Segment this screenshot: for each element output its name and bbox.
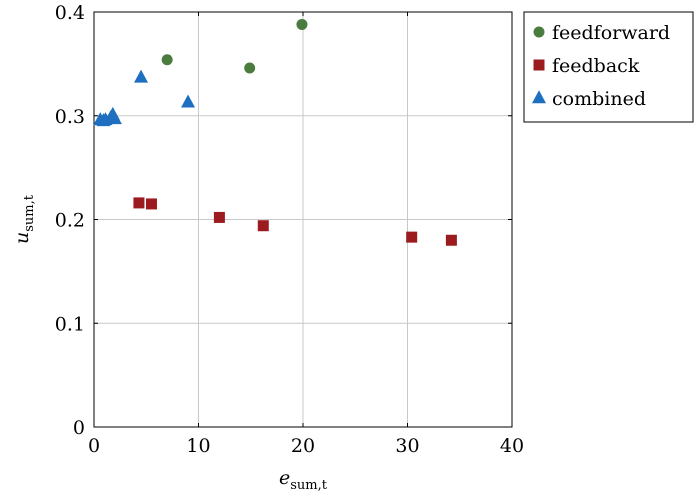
- legend-label-feedforward: feedforward: [552, 22, 670, 44]
- x-tick-label: 0: [88, 435, 100, 457]
- grid: [93, 11, 513, 428]
- combined-point: [181, 94, 196, 108]
- y-axis-label: usum,t: [11, 194, 37, 244]
- feedforward-point: [161, 54, 173, 66]
- legend-marker-feedback: [533, 59, 545, 71]
- y-axis-label-sub: sum,t: [22, 194, 37, 232]
- legend-marker-feedforward: [533, 26, 545, 38]
- x-tick-label: 10: [186, 435, 210, 457]
- feedforward-point: [244, 62, 256, 74]
- x-tick-label: 20: [291, 435, 315, 457]
- y-tick-label: 0.4: [55, 2, 85, 24]
- feedback-point: [145, 198, 157, 210]
- x-tick-label: 40: [500, 435, 524, 457]
- x-tick-label: 30: [395, 435, 419, 457]
- y-axis-ticks: 0 0.1 0.2 0.3 0.4: [55, 2, 512, 439]
- y-tick-label: 0.3: [55, 106, 85, 128]
- feedback-point: [406, 231, 418, 243]
- feedback-point: [133, 197, 145, 209]
- y-tick-label: 0: [73, 417, 85, 439]
- feedback-point: [257, 220, 269, 232]
- data-points: [93, 18, 457, 246]
- combined-point: [107, 111, 122, 125]
- legend-box: [523, 11, 694, 123]
- y-axis-label-main: u: [11, 232, 33, 244]
- legend-label-combined: combined: [552, 88, 646, 110]
- legend-marker-combined: [532, 90, 546, 104]
- y-tick-label: 0.2: [55, 210, 85, 232]
- combined-point: [134, 69, 149, 83]
- legend: feedforward feedback combined: [523, 11, 694, 123]
- x-axis-label: esum,t: [279, 467, 328, 493]
- feedforward-point: [296, 18, 308, 30]
- x-axis-ticks: 0 10 20 30 40: [88, 12, 524, 457]
- x-axis-label-main: e: [279, 467, 290, 489]
- x-axis-label-sub: sum,t: [290, 478, 328, 493]
- y-tick-label: 0.1: [55, 313, 85, 335]
- feedback-point: [213, 211, 225, 223]
- legend-label-feedback: feedback: [552, 55, 640, 77]
- feedback-point: [445, 234, 457, 246]
